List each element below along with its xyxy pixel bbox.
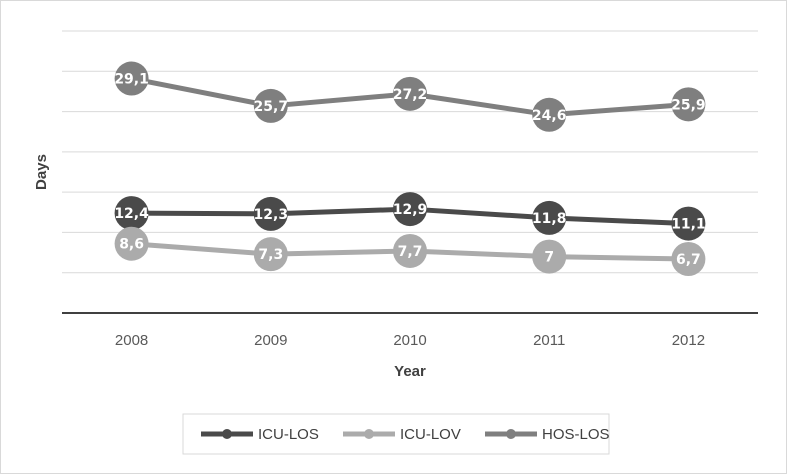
legend-box — [182, 413, 610, 455]
y-axis-title: Days — [33, 154, 50, 190]
data-label: 25,7 — [254, 99, 289, 115]
data-label: 11,8 — [532, 211, 567, 227]
x-tick-label: 2011 — [533, 332, 565, 349]
data-label: 25,9 — [671, 97, 706, 113]
legend-dot-marker — [222, 429, 232, 439]
data-point — [253, 196, 288, 231]
data-point — [393, 76, 427, 111]
data-label: 6,7 — [676, 252, 701, 268]
data-label: 12,3 — [254, 207, 289, 223]
legend-label: HOS-LOS — [542, 426, 610, 443]
data-point — [671, 242, 706, 277]
data-point — [393, 192, 427, 227]
x-tick-label: 2009 — [254, 332, 287, 349]
legend-item-icu-lov: ICU-LOV — [343, 426, 461, 443]
x-tick-labels: 2008 2009 2010 2011 2012 — [115, 332, 705, 349]
data-label: 7 — [544, 250, 554, 266]
series-icu-lov: 8,6 7,3 7,7 7 6,7 — [114, 226, 706, 277]
data-point — [671, 206, 706, 241]
data-label: 12,9 — [393, 202, 428, 218]
x-tick-label: 2008 — [115, 332, 148, 349]
data-label: 8,6 — [119, 237, 144, 253]
series-hos-los: 29,1 25,7 27,2 24,6 25,9 — [114, 61, 706, 132]
data-point — [253, 237, 288, 272]
legend-dot-marker — [506, 429, 516, 439]
data-point — [532, 239, 567, 274]
data-point — [114, 61, 149, 96]
data-label: 7,3 — [258, 247, 283, 263]
data-point — [114, 226, 149, 261]
data-point — [253, 88, 288, 123]
data-label: 29,1 — [114, 72, 149, 88]
legend-item-hos-los: HOS-LOS — [485, 426, 610, 443]
data-label: 24,6 — [532, 108, 567, 124]
data-label: 12,4 — [114, 206, 149, 222]
data-point — [114, 196, 149, 231]
legend-label: ICU-LOS — [258, 426, 319, 443]
legend-label: ICU-LOV — [400, 426, 461, 443]
series-layer: 12,4 12,3 12,9 11,8 11,1 8,6 7,3 7,7 7 6,7 29,1 25,… — [114, 61, 706, 277]
data-point — [532, 200, 567, 235]
legend: ICU-LOS ICU-LOV HOS-LOS — [182, 413, 610, 455]
data-label: 11,1 — [671, 217, 706, 233]
series-icu-los: 12,4 12,3 12,9 11,8 11,1 — [114, 192, 706, 241]
legend-item-icu-los: ICU-LOS — [201, 426, 319, 443]
data-label: 7,7 — [398, 244, 423, 260]
data-point — [532, 97, 567, 132]
data-label: 27,2 — [393, 87, 428, 103]
gridlines — [62, 30, 758, 274]
data-point — [671, 87, 706, 122]
data-point — [393, 233, 427, 268]
legend-dot-marker — [364, 429, 374, 439]
x-tick-label: 2012 — [672, 332, 705, 349]
x-axis-title: Year — [394, 363, 426, 380]
x-tick-label: 2010 — [393, 332, 426, 349]
